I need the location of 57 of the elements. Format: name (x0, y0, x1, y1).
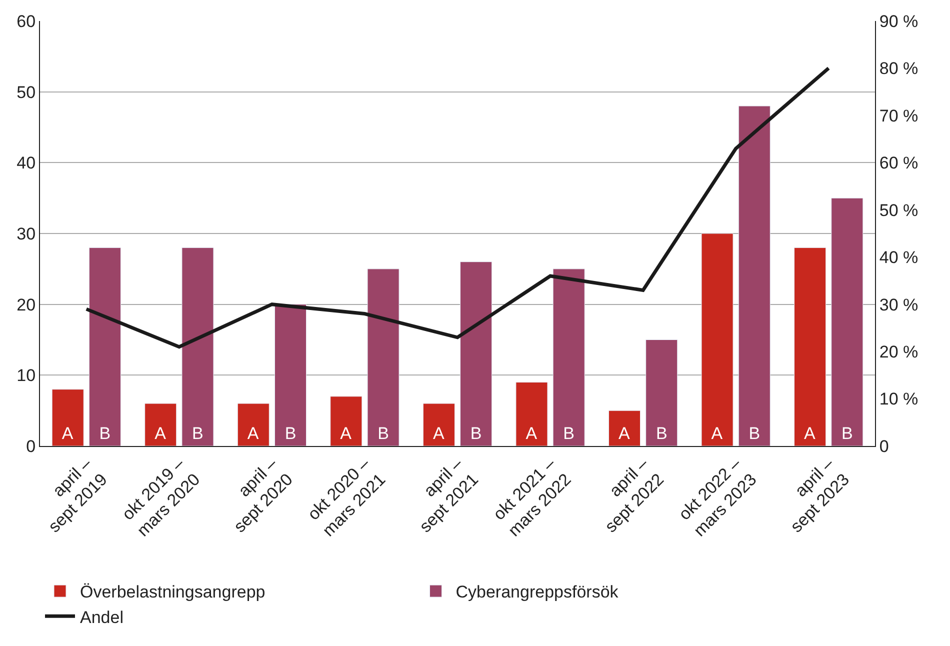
y2-tick-label: 80 % (879, 59, 918, 78)
y-tick-label: 60 (16, 12, 36, 31)
data-label: A (154, 424, 167, 443)
y2-tick-label: 0 (879, 436, 889, 456)
y2-tick-label: 30 % (879, 295, 918, 314)
bar (330, 396, 362, 446)
bar (237, 403, 270, 446)
data-label: A (432, 424, 445, 443)
data-label: A (62, 424, 74, 443)
y-tick-label: 0 (26, 436, 36, 456)
bar (144, 403, 177, 446)
y2-tick-label: 90 % (879, 12, 918, 31)
bar (738, 106, 770, 446)
data-label: B (99, 424, 111, 443)
y-tick-label: 10 (16, 366, 36, 386)
data-label: A (618, 424, 630, 443)
bar (460, 262, 492, 446)
data-label: B (563, 424, 575, 443)
legend-label: Andel (80, 608, 124, 627)
data-label: A (247, 424, 260, 443)
bar (367, 268, 400, 446)
y-tick-label: 30 (16, 224, 36, 244)
y-tick-label: 20 (16, 295, 36, 314)
data-label: B (378, 424, 389, 443)
bar (552, 268, 585, 446)
data-label: B (284, 424, 296, 443)
bar (182, 247, 214, 446)
data-label: A (804, 424, 816, 443)
y2-tick-label: 50 % (879, 200, 918, 220)
legend-label: Överbelastningsangrepp (80, 582, 266, 602)
data-label: B (192, 424, 204, 443)
bar (701, 233, 734, 446)
data-label: B (470, 424, 482, 443)
bar (52, 389, 84, 446)
y2-tick-label: 20 % (879, 342, 918, 362)
bar (422, 403, 455, 446)
bar (516, 382, 548, 446)
data-label: A (340, 424, 352, 443)
data-label: B (841, 424, 853, 443)
line-series (84, 66, 830, 349)
y-tick-label: 40 (16, 154, 36, 173)
bar (274, 304, 307, 446)
bar (794, 247, 826, 446)
data-label: B (748, 424, 760, 443)
y2-tick-label: 70 % (879, 106, 918, 126)
bar (646, 340, 678, 446)
bar (608, 410, 641, 446)
bar (831, 198, 864, 446)
bar (88, 247, 121, 446)
y2-tick-label: 10 % (879, 390, 918, 409)
data-label: A (711, 424, 724, 443)
legend-label: Cyberangreppsförsök (456, 582, 619, 602)
data-label: B (656, 424, 668, 443)
data-label: A (526, 424, 538, 443)
y-tick-label: 50 (16, 82, 36, 102)
y2-tick-label: 40 % (879, 248, 918, 268)
y2-tick-label: 60 % (879, 154, 918, 173)
